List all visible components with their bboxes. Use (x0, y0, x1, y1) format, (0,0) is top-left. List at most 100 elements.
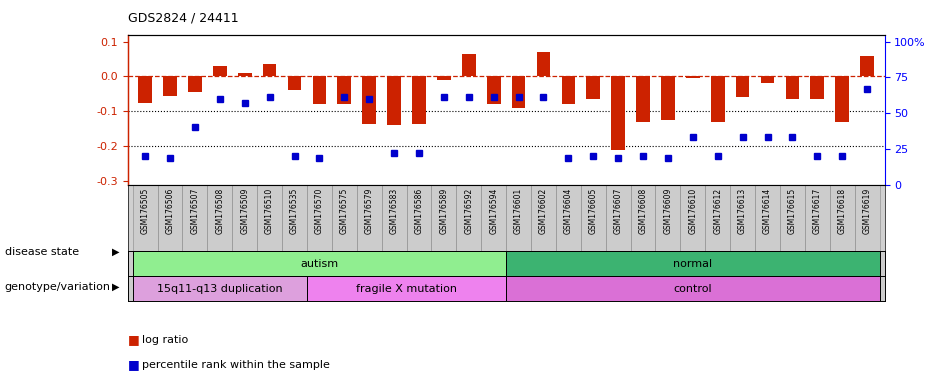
Text: GSM176608: GSM176608 (639, 188, 647, 234)
Bar (207, 185, 233, 252)
Bar (860, 56, 874, 76)
Text: GSM176579: GSM176579 (365, 188, 374, 234)
Bar (710, 76, 725, 122)
Bar (680, 185, 706, 252)
Text: 15q11-q13 duplication: 15q11-q13 duplication (157, 284, 283, 294)
Text: GSM176535: GSM176535 (290, 188, 299, 234)
Text: GSM176507: GSM176507 (190, 188, 200, 234)
Text: GSM176586: GSM176586 (414, 188, 424, 234)
Text: GSM176618: GSM176618 (838, 188, 847, 234)
Text: GSM176612: GSM176612 (713, 188, 722, 234)
Text: GSM176594: GSM176594 (489, 188, 499, 234)
Bar (312, 76, 326, 104)
Text: GSM176589: GSM176589 (439, 188, 448, 234)
Text: ■: ■ (128, 333, 139, 346)
Text: GSM176510: GSM176510 (265, 188, 274, 234)
Bar (631, 185, 656, 252)
Text: GSM176613: GSM176613 (738, 188, 747, 234)
Bar (805, 185, 830, 252)
Bar (381, 185, 407, 252)
Bar (188, 76, 201, 92)
Text: GSM176583: GSM176583 (390, 188, 398, 234)
Bar (307, 185, 332, 252)
Bar (755, 185, 780, 252)
Bar (138, 76, 152, 103)
Text: percentile rank within the sample: percentile rank within the sample (142, 360, 330, 370)
Text: GSM176607: GSM176607 (614, 188, 622, 234)
Bar (387, 76, 401, 125)
Bar (282, 185, 307, 252)
Bar (811, 76, 824, 99)
Bar (506, 185, 531, 252)
Text: GSM176619: GSM176619 (863, 188, 871, 234)
Text: control: control (674, 284, 712, 294)
Bar (512, 76, 525, 108)
Text: GSM176615: GSM176615 (788, 188, 797, 234)
Text: ▶: ▶ (112, 282, 119, 292)
Bar (132, 252, 506, 276)
Bar (830, 185, 854, 252)
Bar (506, 276, 880, 301)
Bar (656, 185, 680, 252)
Bar (357, 185, 381, 252)
Bar (263, 64, 276, 76)
Bar (338, 76, 351, 104)
Text: GSM176570: GSM176570 (315, 188, 324, 234)
Text: autism: autism (300, 259, 339, 269)
Bar (164, 76, 177, 96)
Bar (562, 76, 575, 104)
Text: GSM176609: GSM176609 (663, 188, 673, 234)
Text: genotype/variation: genotype/variation (5, 282, 111, 292)
Bar (686, 76, 700, 78)
Bar (456, 185, 482, 252)
Text: GDS2824 / 24411: GDS2824 / 24411 (128, 12, 238, 25)
Text: GSM176509: GSM176509 (240, 188, 249, 234)
Bar (536, 52, 551, 76)
Bar (736, 76, 749, 98)
Bar (605, 185, 631, 252)
Text: GSM176506: GSM176506 (166, 188, 174, 234)
Bar (233, 185, 257, 252)
Bar (506, 252, 880, 276)
Bar (761, 76, 775, 83)
Bar (407, 185, 431, 252)
Bar (780, 185, 805, 252)
Bar (431, 185, 456, 252)
Bar (362, 76, 377, 124)
Text: ▶: ▶ (112, 247, 119, 257)
Text: GSM176592: GSM176592 (464, 188, 473, 234)
Text: GSM176610: GSM176610 (689, 188, 697, 234)
Text: GSM176601: GSM176601 (514, 188, 523, 234)
Text: GSM176508: GSM176508 (216, 188, 224, 234)
Bar (462, 54, 476, 76)
Bar (158, 185, 183, 252)
Bar (730, 185, 755, 252)
Bar (132, 185, 158, 252)
Bar (482, 185, 506, 252)
Text: fragile X mutation: fragile X mutation (356, 284, 457, 294)
Bar (636, 76, 650, 122)
Text: GSM176575: GSM176575 (340, 188, 349, 234)
Text: GSM176614: GSM176614 (763, 188, 772, 234)
Bar (835, 76, 850, 122)
Text: ■: ■ (128, 358, 139, 371)
Bar (332, 185, 357, 252)
Text: GSM176602: GSM176602 (539, 188, 548, 234)
Text: GSM176605: GSM176605 (588, 188, 598, 234)
Text: disease state: disease state (5, 247, 79, 257)
Bar (257, 185, 282, 252)
Bar (785, 76, 799, 99)
Bar (288, 76, 302, 90)
Bar (183, 185, 207, 252)
Bar (854, 185, 880, 252)
Text: GSM176505: GSM176505 (141, 188, 149, 234)
Bar (412, 76, 426, 124)
Text: GSM176604: GSM176604 (564, 188, 573, 234)
Bar (611, 76, 625, 150)
Bar (213, 66, 227, 76)
Bar (587, 76, 600, 99)
Text: normal: normal (674, 259, 712, 269)
Text: log ratio: log ratio (142, 335, 188, 345)
Text: GSM176617: GSM176617 (813, 188, 822, 234)
Bar (487, 76, 500, 104)
